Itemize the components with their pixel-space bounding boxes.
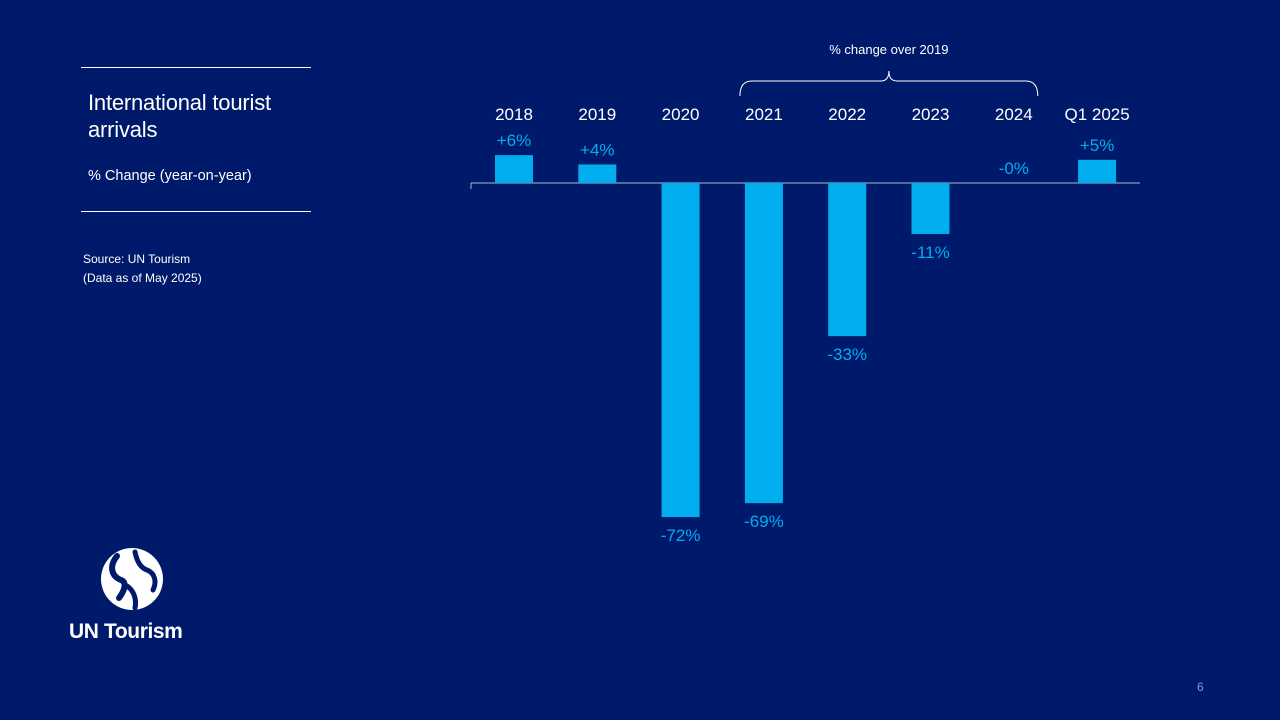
category-label: 2023: [912, 105, 950, 124]
category-label: Q1 2025: [1064, 105, 1129, 124]
chart-subtitle: % Change (year-on-year): [88, 168, 252, 184]
logo-text: UN Tourism: [69, 620, 183, 643]
page-number: 6: [1197, 680, 1204, 694]
bar-2018: [495, 155, 533, 183]
source-note: Source: UN Tourism (Data as of May 2025): [83, 250, 202, 288]
value-label: +6%: [497, 131, 532, 150]
bracket-2021-2024: [739, 70, 1039, 97]
source-line: Source: UN Tourism: [83, 252, 191, 266]
value-label: +4%: [580, 140, 615, 159]
bracket-label: % change over 2019: [829, 42, 948, 57]
category-label: 2024: [995, 105, 1033, 124]
category-label: 2020: [662, 105, 700, 124]
bar-2023: [911, 183, 950, 235]
category-label: 2019: [578, 105, 616, 124]
value-label: -72%: [661, 526, 701, 545]
category-label: 2022: [828, 105, 866, 124]
value-label: -69%: [744, 512, 784, 531]
bar-q1-2025: [1078, 159, 1117, 183]
top-divider: [81, 67, 311, 68]
value-label: +5%: [1080, 136, 1115, 155]
bottom-divider: [81, 211, 311, 212]
category-label: 2021: [745, 105, 783, 124]
data-date-line: (Data as of May 2025): [83, 271, 202, 285]
chart-title: International tourist arrivals: [88, 90, 271, 142]
value-label: -0%: [999, 159, 1029, 178]
value-label: -11%: [911, 243, 949, 262]
un-tourism-globe-icon: [101, 548, 163, 611]
bar-2022: [828, 183, 867, 337]
bar-2019: [578, 164, 617, 183]
value-label: -33%: [827, 345, 867, 364]
bar-2021: [744, 183, 783, 504]
category-label: 2018: [495, 105, 533, 124]
bar-2020: [661, 183, 700, 518]
